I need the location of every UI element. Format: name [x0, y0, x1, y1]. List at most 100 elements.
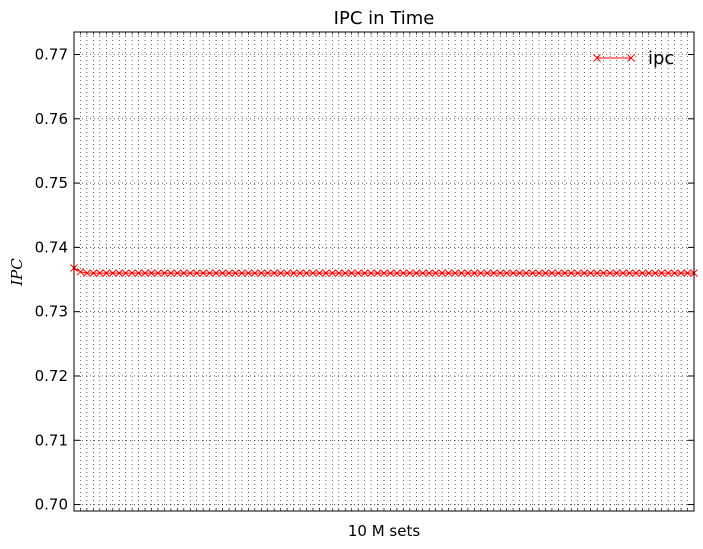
y-tick-label: 0.76: [35, 110, 68, 128]
data-point-ipc: [108, 269, 117, 277]
data-point-ipc: [573, 269, 582, 277]
data-point-ipc: [173, 269, 182, 277]
legend-label-ipc: ipc: [648, 48, 674, 69]
data-point-ipc: [328, 269, 337, 277]
data-point-ipc: [296, 269, 304, 277]
data-point-ipc: [179, 269, 188, 277]
data-point-ipc: [560, 269, 569, 277]
y-axis-label: IPC: [8, 258, 26, 287]
data-point-ipc: [322, 269, 330, 277]
data-point-ipc: [141, 269, 149, 277]
data-point-ipc: [95, 269, 104, 277]
data-point-ipc: [386, 269, 395, 277]
data-point-ipc: [580, 269, 589, 277]
chart-title: IPC in Time: [334, 8, 435, 29]
data-point-ipc: [147, 269, 156, 277]
data-point-ipc: [464, 269, 472, 277]
y-tick-label: 0.72: [35, 367, 68, 385]
data-point-ipc: [632, 269, 640, 277]
plot-frame: [73, 31, 695, 512]
data-point-ipc: [657, 269, 666, 277]
data-point-ipc: [425, 269, 434, 277]
data-point-ipc: [83, 269, 91, 277]
data-point-ipc: [651, 269, 660, 277]
data-point-ipc: [199, 269, 208, 277]
data-point-ipc: [289, 269, 298, 277]
data-point-ipc: [644, 269, 653, 277]
data-point-ipc: [89, 269, 98, 277]
data-point-ipc: [670, 269, 679, 277]
data-point-ipc: [302, 269, 311, 277]
data-point-ipc: [309, 269, 317, 277]
data-point-ipc: [444, 269, 453, 277]
legend: ipc: [593, 48, 674, 69]
data-point-ipc: [315, 269, 324, 277]
data-point-ipc: [606, 269, 614, 277]
data-point-ipc: [638, 269, 647, 277]
data-point-ipc: [334, 269, 343, 277]
y-tick-label: 0.71: [35, 431, 68, 449]
data-point-ipc: [341, 269, 350, 277]
data-point-ipc: [354, 269, 363, 277]
grid: [73, 32, 695, 511]
data-point-ipc: [76, 267, 85, 276]
data-point-ipc: [167, 269, 175, 277]
legend-marker-ipc: [627, 54, 635, 62]
legend-markers: [593, 54, 635, 62]
data-point-ipc: [283, 269, 291, 277]
data-point-ipc: [218, 269, 227, 277]
data-point-ipc: [412, 269, 421, 277]
y-tick-label: 0.77: [35, 46, 68, 64]
y-tick-labels: 0.70 0.71 0.72 0.73 0.74 0.75 0.76 0.77: [35, 46, 68, 514]
data-point-ipc: [244, 269, 253, 277]
data-point-ipc: [263, 269, 272, 277]
data-point-ipc: [522, 269, 530, 277]
data-point-ipc: [393, 269, 401, 277]
axis-ticks: [73, 32, 695, 511]
data-point-ipc: [360, 269, 369, 277]
data-point-ipc: [205, 269, 214, 277]
y-tick-label: 0.73: [35, 303, 68, 321]
data-point-ipc: [586, 269, 595, 277]
data-point-ipc: [567, 269, 576, 277]
data-point-ipc: [593, 269, 601, 277]
data-point-ipc: [489, 269, 498, 277]
legend-marker-ipc: [593, 54, 601, 62]
data-point-ipc: [483, 269, 492, 277]
data-point-ipc: [535, 269, 543, 277]
data-point-ipc: [154, 269, 162, 277]
x-axis-label: 10 M sets: [348, 522, 420, 540]
data-point-ipc: [528, 269, 537, 277]
data-point-ipc: [270, 269, 279, 277]
data-point-ipc: [477, 269, 485, 277]
y-tick-label: 0.70: [35, 496, 68, 514]
data-point-ipc: [683, 269, 692, 277]
series-layer: [70, 264, 698, 277]
data-point-ipc: [186, 269, 195, 277]
data-point-ipc: [160, 269, 169, 277]
data-point-ipc: [515, 269, 524, 277]
data-point-ipc: [367, 269, 375, 277]
data-point-ipc: [541, 269, 550, 277]
data-point-ipc: [231, 269, 240, 277]
data-point-ipc: [457, 269, 466, 277]
data-point-ipc: [451, 269, 459, 277]
data-point-ipc: [502, 269, 511, 277]
data-point-ipc: [418, 269, 427, 277]
data-point-ipc: [431, 269, 440, 277]
data-point-ipc: [509, 269, 518, 277]
data-point-ipc: [554, 269, 563, 277]
data-point-ipc: [625, 269, 634, 277]
data-point-ipc: [250, 269, 259, 277]
data-point-ipc: [192, 269, 201, 277]
data-point-ipc: [257, 269, 266, 277]
data-point-ipc: [102, 269, 111, 277]
data-point-ipc: [496, 269, 505, 277]
data-point-ipc: [115, 269, 124, 277]
data-point-ipc: [405, 269, 414, 277]
data-point-ipc: [134, 269, 143, 277]
data-point-ipc: [548, 269, 556, 277]
data-point-ipc: [380, 269, 388, 277]
data-point-ipc: [121, 269, 130, 277]
